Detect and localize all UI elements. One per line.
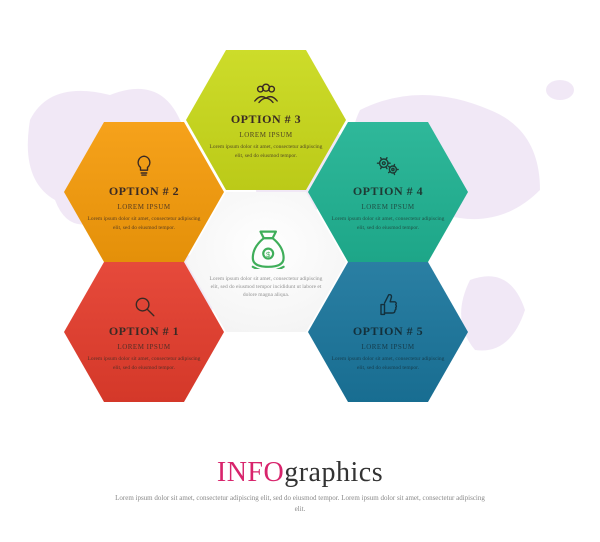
- hex-subtitle: LOREM IPSUM: [361, 343, 414, 351]
- hex-title: OPTION # 3: [231, 112, 301, 127]
- hex-title: OPTION # 2: [109, 184, 179, 199]
- footer-caption: Lorem ipsum dolor sit amet, consectetur …: [110, 493, 490, 514]
- people-icon: [252, 80, 280, 108]
- hex-subtitle: LOREM IPSUM: [239, 131, 292, 139]
- hex-title: OPTION # 1: [109, 324, 179, 339]
- lightbulb-icon: [130, 152, 158, 180]
- hex-subtitle: LOREM IPSUM: [361, 203, 414, 211]
- hex-title: OPTION # 4: [353, 184, 423, 199]
- hex-body: Lorem ipsum dolor sit amet, consectetur …: [84, 355, 204, 372]
- gears-icon: [374, 152, 402, 180]
- brand-post: graphics: [284, 457, 383, 488]
- money-bag-icon: $: [244, 225, 288, 269]
- magnifier-icon: [130, 292, 158, 320]
- hex-body: Lorem ipsum dolor sit amet, consectetur …: [328, 215, 448, 232]
- thumbs-up-icon: [374, 292, 402, 320]
- brand-pre: INFO: [217, 457, 284, 488]
- hex-subtitle: LOREM IPSUM: [117, 203, 170, 211]
- svg-text:$: $: [266, 250, 271, 259]
- footer: INFOgraphics Lorem ipsum dolor sit amet,…: [0, 457, 600, 514]
- hex-body: Lorem ipsum dolor sit amet, consectetur …: [328, 355, 448, 372]
- hex-center: $ Lorem ipsum dolor sit amet, consectetu…: [186, 192, 346, 332]
- brand-title: INFOgraphics: [0, 457, 600, 489]
- hex-body: Lorem ipsum dolor sit amet, consectetur …: [206, 275, 326, 300]
- hex-subtitle: LOREM IPSUM: [117, 343, 170, 351]
- hex-title: OPTION # 5: [353, 324, 423, 339]
